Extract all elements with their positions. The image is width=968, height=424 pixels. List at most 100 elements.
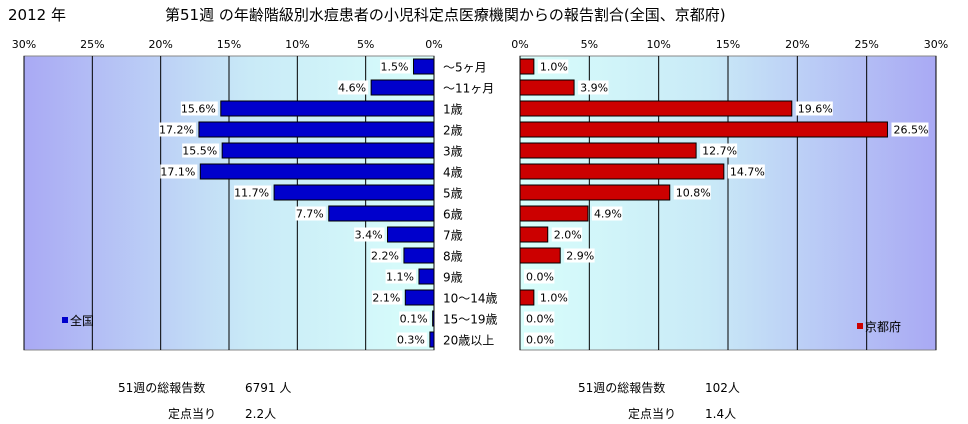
kyoto-value-label: 2.0%	[554, 229, 582, 242]
kyoto-label-bg	[700, 143, 738, 158]
kyoto-bar	[519, 184, 671, 201]
kyoto-label-bg	[795, 101, 833, 116]
age-category-label: ～11ヶ月	[443, 82, 494, 96]
kyoto-per-value: 1.4人	[705, 407, 737, 421]
national-per-label: 定点当り	[168, 407, 217, 421]
national-value-label: 1.1%	[386, 271, 414, 284]
national-label-bg	[337, 80, 369, 95]
national-bar	[220, 100, 435, 117]
national-value-label: 15.5%	[182, 145, 217, 158]
kyoto-value-label: 0.0%	[526, 313, 554, 326]
national-label-bg	[160, 164, 198, 179]
national-value-label: 11.7%	[234, 187, 269, 200]
age-category-label: 15～19歳	[443, 313, 498, 327]
kyoto-bar	[519, 205, 589, 222]
kyoto-label-bg	[673, 185, 711, 200]
kyoto-value-label: 0.0%	[526, 271, 554, 284]
kyoto-label-bg	[591, 206, 623, 221]
national-label-bg	[385, 269, 416, 284]
kyoto-value-label: 26.5%	[893, 124, 928, 137]
right-tick-label: 10%	[646, 38, 670, 51]
national-bar	[403, 247, 435, 264]
national-value-label: 17.1%	[160, 166, 195, 179]
kyoto-label-bg	[551, 227, 583, 242]
kyoto-legend-label: 京都府	[865, 319, 901, 334]
national-value-label: 0.3%	[397, 334, 425, 347]
kyoto-value-label: 12.7%	[702, 145, 737, 158]
kyoto-bar	[519, 142, 697, 159]
left-tick-label: 20%	[148, 38, 172, 51]
age-category-label: 7歳	[443, 229, 463, 243]
kyoto-bar	[519, 163, 725, 180]
age-category-label: ～5ヶ月	[443, 61, 487, 75]
kyoto-bar	[519, 226, 549, 243]
national-legend-label: 全国	[70, 313, 94, 328]
national-bar	[328, 205, 435, 222]
national-label-bg	[354, 227, 385, 242]
national-label-bg	[396, 332, 427, 347]
national-bar	[429, 331, 435, 348]
kyoto-bar	[519, 247, 561, 264]
age-category-label: 6歳	[443, 208, 463, 222]
kyoto-bar	[519, 289, 535, 306]
kyoto-value-label: 19.6%	[798, 103, 833, 116]
national-bar	[432, 310, 435, 327]
national-label-bg	[158, 122, 196, 137]
kyoto-label-bg	[524, 332, 555, 347]
chart-title: 第51週 の年齢階級別水痘患者の小児科定点医療機関からの報告割合(全国、京都府)	[165, 6, 726, 24]
age-category-label: 9歳	[443, 271, 463, 285]
right-tick-label: 5%	[581, 38, 598, 51]
age-category-label: 2歳	[443, 124, 463, 138]
national-bar	[221, 142, 435, 159]
national-legend-swatch	[62, 317, 68, 323]
kyoto-label-bg	[891, 122, 929, 137]
national-bar	[273, 184, 435, 201]
left-tick-label: 25%	[80, 38, 104, 51]
national-label-bg	[180, 101, 218, 116]
age-category-label: 20歳以上	[443, 334, 494, 348]
kyoto-value-label: 1.0%	[540, 61, 568, 74]
age-category-label: 5歳	[443, 187, 463, 201]
national-label-bg	[380, 59, 411, 74]
national-value-label: 2.1%	[372, 292, 400, 305]
national-total-value: 6791 人	[245, 381, 292, 395]
national-value-label: 15.6%	[181, 103, 216, 116]
kyoto-bar	[519, 79, 575, 96]
kyoto-total-value: 102人	[705, 381, 740, 395]
national-total-label: 51週の総報告数	[118, 381, 206, 395]
national-bar	[404, 289, 435, 306]
kyoto-value-label: 3.9%	[580, 82, 608, 95]
kyoto-bar	[519, 58, 535, 75]
kyoto-value-label: 10.8%	[676, 187, 711, 200]
national-value-label: 3.4%	[355, 229, 383, 242]
national-per-value: 2.2人	[245, 407, 277, 421]
right-tick-label: 25%	[854, 38, 878, 51]
national-label-bg	[295, 206, 326, 221]
age-category-label: 3歳	[443, 145, 463, 159]
national-bar	[418, 268, 435, 285]
kyoto-value-label: 4.9%	[594, 208, 622, 221]
national-label-bg	[182, 143, 220, 158]
national-label-bg	[399, 311, 430, 326]
left-tick-label: 0%	[425, 38, 442, 51]
age-category-label: 1歳	[443, 103, 463, 117]
kyoto-label-bg	[524, 311, 555, 326]
kyoto-label-bg	[564, 248, 595, 263]
kyoto-value-label: 0.0%	[526, 334, 554, 347]
national-label-bg	[371, 290, 403, 305]
left-tick-label: 30%	[12, 38, 36, 51]
age-category-label: 8歳	[443, 250, 463, 264]
national-value-label: 4.6%	[338, 82, 366, 95]
national-bar	[413, 58, 435, 75]
year-label: 2012 年	[8, 6, 66, 24]
kyoto-label-bg	[537, 290, 569, 305]
right-tick-label: 0%	[511, 38, 528, 51]
kyoto-value-label: 2.9%	[566, 250, 594, 263]
kyoto-total-label: 51週の総報告数	[578, 381, 666, 395]
left-tick-label: 15%	[217, 38, 241, 51]
right-tick-label: 30%	[924, 38, 948, 51]
kyoto-bar	[519, 121, 888, 138]
national-label-bg	[370, 248, 401, 263]
right-tick-label: 15%	[716, 38, 740, 51]
